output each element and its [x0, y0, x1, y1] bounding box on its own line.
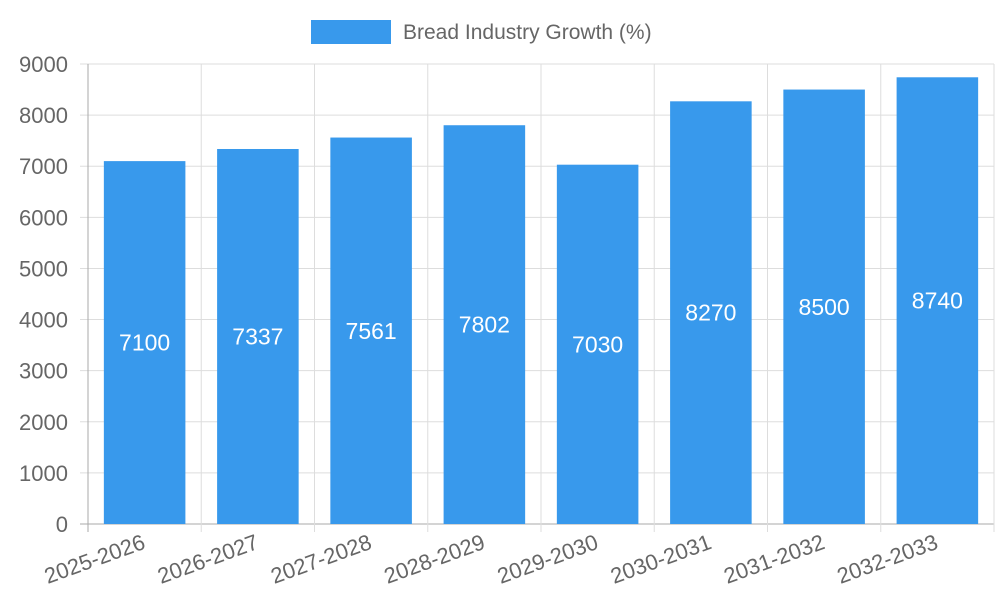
legend-label: Bread Industry Growth (%): [403, 21, 652, 44]
data-label: 7802: [459, 312, 510, 338]
legend[interactable]: Bread Industry Growth (%): [311, 20, 652, 44]
x-tick-label: 2026-2027: [154, 529, 261, 588]
y-tick-label: 4000: [19, 308, 68, 333]
y-tick-label: 3000: [19, 359, 68, 384]
data-label: 7100: [119, 330, 170, 356]
x-tick-label: 2028-2029: [381, 529, 488, 588]
x-tick-label: 2025-2026: [41, 529, 148, 588]
bar-2026-2027[interactable]: [217, 148, 299, 524]
y-tick-label: 8000: [19, 103, 68, 128]
data-label: 8740: [912, 288, 963, 314]
bar-2030-2031[interactable]: [670, 101, 752, 525]
y-tick-label: 5000: [19, 256, 68, 281]
bars: [103, 77, 979, 525]
y-tick-label: 0: [56, 512, 68, 537]
x-tick-label: 2027-2028: [267, 529, 374, 588]
data-label: 7561: [346, 318, 397, 344]
y-tick-label: 2000: [19, 410, 68, 435]
y-axis: 0 1000 2000 3000 4000 5000 6000 7000 8000 9000: [19, 52, 68, 537]
y-tick-label: 7000: [19, 154, 68, 179]
data-labels: 7100 7337 7561 7802 7030 8270 8500 8740: [119, 288, 963, 358]
bar-2031-2032[interactable]: [783, 89, 865, 525]
data-label: 8500: [799, 294, 850, 320]
data-label: 7030: [572, 331, 623, 357]
bar-2025-2026[interactable]: [103, 161, 186, 524]
bar-2032-2033[interactable]: [896, 77, 979, 525]
y-tick-label: 6000: [19, 205, 68, 230]
x-tick-label: 2030-2031: [607, 529, 714, 588]
legend-swatch: [311, 20, 391, 44]
bar-2029-2030[interactable]: [556, 164, 639, 524]
data-label: 7337: [232, 323, 283, 349]
data-label: 8270: [685, 300, 736, 326]
bar-2028-2029[interactable]: [443, 125, 526, 524]
bar-2027-2028[interactable]: [330, 137, 412, 524]
x-axis: 2025-2026 2026-2027 2027-2028 2028-2029 2029…: [41, 529, 941, 588]
x-tick-label: 2031-2032: [720, 529, 827, 588]
y-tick-label: 9000: [19, 52, 68, 77]
y-tick-label: 1000: [19, 461, 68, 486]
x-tick-label: 2029-2030: [494, 529, 601, 588]
x-tick-label: 2032-2033: [834, 529, 941, 588]
